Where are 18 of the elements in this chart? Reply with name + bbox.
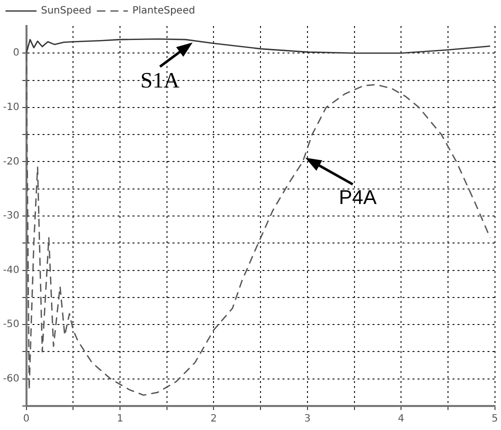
annotation: S1A	[140, 67, 180, 92]
x-tick-label: 1	[116, 414, 124, 425]
legend-label: SunSpeed	[41, 6, 92, 17]
y-tick-label: -30	[2, 210, 20, 222]
y-tick-label: -40	[2, 264, 20, 276]
line-series	[26, 52, 491, 396]
x-tick-label: 5	[492, 414, 498, 425]
y-tick-label: 0	[12, 48, 20, 59]
y-tick-label: -10	[2, 102, 20, 114]
x-tick-label: 3	[304, 414, 311, 425]
annotation: P4A	[338, 186, 378, 209]
x-tick-label: 4	[398, 414, 404, 425]
y-tick-label: -20	[2, 156, 20, 168]
legend-label: PlanteSpeed	[132, 6, 196, 17]
y-tick-label: -50	[2, 319, 20, 330]
x-tick-label: 0	[23, 414, 30, 425]
x-tick-label: 2	[210, 414, 217, 425]
y-tick-label: -60	[2, 373, 20, 384]
